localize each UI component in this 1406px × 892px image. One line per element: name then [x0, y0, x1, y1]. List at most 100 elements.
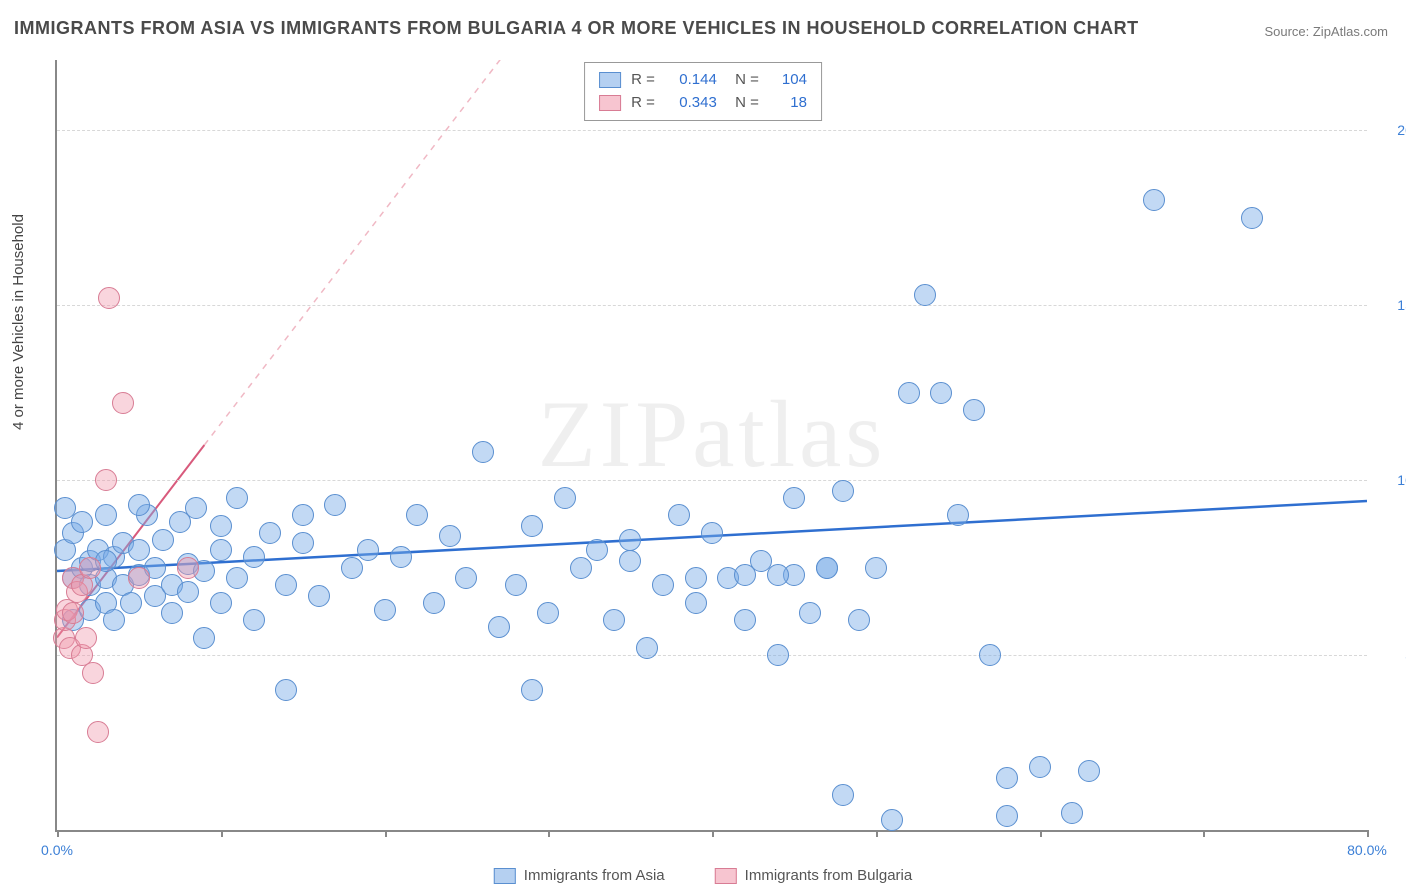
x-tick-label: 0.0% — [41, 842, 73, 858]
data-point-a — [865, 557, 887, 579]
legend-item: Immigrants from Bulgaria — [715, 867, 913, 884]
data-point-a — [930, 382, 952, 404]
stats-row: R =0.144 N =104 — [599, 68, 807, 91]
data-point-a — [996, 767, 1018, 789]
x-tick-mark — [548, 830, 550, 837]
data-point-a — [341, 557, 363, 579]
data-point-a — [1029, 756, 1051, 778]
data-point-a — [979, 644, 1001, 666]
data-point-a — [668, 504, 690, 526]
y-axis-label: 4 or more Vehicles in Household — [10, 214, 27, 430]
data-point-a — [374, 599, 396, 621]
data-point-a — [161, 602, 183, 624]
x-tick-mark — [876, 830, 878, 837]
data-point-a — [292, 532, 314, 554]
legend-swatch — [599, 72, 621, 88]
data-point-a — [71, 511, 93, 533]
legend-swatch — [715, 868, 737, 884]
data-point-a — [177, 581, 199, 603]
data-point-a — [390, 546, 412, 568]
data-point-a — [95, 504, 117, 526]
data-point-a — [455, 567, 477, 589]
data-point-a — [816, 557, 838, 579]
data-point-a — [185, 497, 207, 519]
y-tick-label: 5.0% — [1377, 647, 1406, 663]
data-point-a — [472, 441, 494, 463]
data-point-b — [82, 662, 104, 684]
data-point-a — [226, 487, 248, 509]
data-point-b — [87, 721, 109, 743]
data-point-a — [1241, 207, 1263, 229]
y-tick-label: 20.0% — [1377, 122, 1406, 138]
data-point-b — [128, 567, 150, 589]
data-point-b — [62, 602, 84, 624]
data-point-b — [79, 557, 101, 579]
stats-legend-box: R =0.144 N =104R =0.343 N =18 — [584, 62, 822, 121]
data-point-a — [586, 539, 608, 561]
x-tick-mark — [1040, 830, 1042, 837]
x-tick-mark — [385, 830, 387, 837]
x-tick-mark — [712, 830, 714, 837]
data-point-a — [554, 487, 576, 509]
legend-label: Immigrants from Asia — [524, 867, 665, 884]
x-tick-mark — [57, 830, 59, 837]
data-point-a — [521, 515, 543, 537]
legend-swatch — [494, 868, 516, 884]
bottom-legend: Immigrants from Asia Immigrants from Bulg… — [494, 867, 912, 884]
gridline-h — [57, 655, 1367, 656]
data-point-a — [767, 644, 789, 666]
data-point-a — [505, 574, 527, 596]
data-point-a — [210, 539, 232, 561]
data-point-a — [243, 546, 265, 568]
data-point-a — [128, 494, 150, 516]
data-point-a — [128, 539, 150, 561]
data-point-b — [177, 557, 199, 579]
data-point-a — [767, 564, 789, 586]
data-point-a — [619, 529, 641, 551]
data-point-a — [537, 602, 559, 624]
data-point-a — [1078, 760, 1100, 782]
data-point-a — [652, 574, 674, 596]
watermark: ZIPatlas — [538, 379, 887, 489]
data-point-a — [1143, 189, 1165, 211]
data-point-a — [734, 564, 756, 586]
data-point-a — [152, 529, 174, 551]
legend-item: Immigrants from Asia — [494, 867, 665, 884]
data-point-a — [914, 284, 936, 306]
data-point-a — [210, 592, 232, 614]
data-point-a — [226, 567, 248, 589]
data-point-a — [423, 592, 445, 614]
data-point-a — [898, 382, 920, 404]
data-point-a — [193, 627, 215, 649]
data-point-a — [619, 550, 641, 572]
legend-swatch — [599, 95, 621, 111]
stats-row: R =0.343 N =18 — [599, 91, 807, 114]
data-point-a — [947, 504, 969, 526]
data-point-a — [685, 592, 707, 614]
data-point-a — [1061, 802, 1083, 824]
y-tick-label: 15.0% — [1377, 297, 1406, 313]
data-point-a — [210, 515, 232, 537]
x-tick-mark — [1203, 830, 1205, 837]
data-point-a — [636, 637, 658, 659]
gridline-h — [57, 130, 1367, 131]
data-point-a — [963, 399, 985, 421]
legend-label: Immigrants from Bulgaria — [745, 867, 913, 884]
gridline-h — [57, 480, 1367, 481]
data-point-a — [848, 609, 870, 631]
data-point-a — [259, 522, 281, 544]
data-point-b — [98, 287, 120, 309]
data-point-a — [881, 809, 903, 831]
gridline-h — [57, 305, 1367, 306]
data-point-a — [275, 679, 297, 701]
x-tick-label: 80.0% — [1347, 842, 1387, 858]
data-point-a — [243, 609, 265, 631]
data-point-a — [685, 567, 707, 589]
data-point-a — [120, 592, 142, 614]
data-point-a — [439, 525, 461, 547]
data-point-a — [103, 609, 125, 631]
data-point-b — [75, 627, 97, 649]
data-point-a — [275, 574, 297, 596]
data-point-b — [112, 392, 134, 414]
data-point-a — [799, 602, 821, 624]
